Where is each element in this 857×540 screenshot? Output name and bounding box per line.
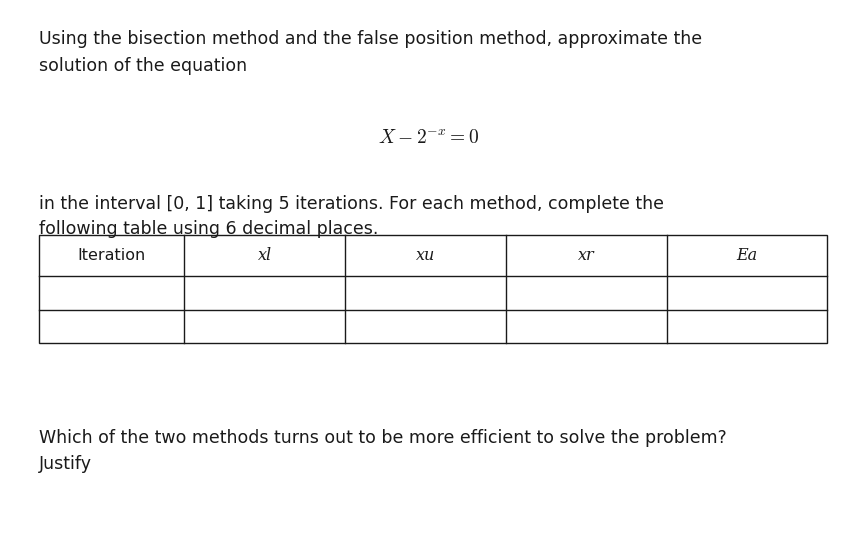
Bar <box>39 235 827 343</box>
Text: xr: xr <box>578 247 595 264</box>
Text: Using the bisection method and the false position method, approximate the: Using the bisection method and the false… <box>39 30 702 48</box>
Text: $X - 2^{-x} = 0$: $X - 2^{-x} = 0$ <box>378 129 479 146</box>
Text: solution of the equation: solution of the equation <box>39 57 247 75</box>
Text: Which of the two methods turns out to be more efficient to solve the problem?: Which of the two methods turns out to be… <box>39 429 727 447</box>
Text: Iteration: Iteration <box>77 248 146 263</box>
Text: in the interval [0, 1] taking 5 iterations. For each method, complete the: in the interval [0, 1] taking 5 iteratio… <box>39 195 663 213</box>
Text: xl: xl <box>258 247 272 264</box>
Text: Ea: Ea <box>736 247 758 264</box>
Text: following table using 6 decimal places.: following table using 6 decimal places. <box>39 220 378 238</box>
Text: xu: xu <box>416 247 435 264</box>
Text: Justify: Justify <box>39 455 92 472</box>
